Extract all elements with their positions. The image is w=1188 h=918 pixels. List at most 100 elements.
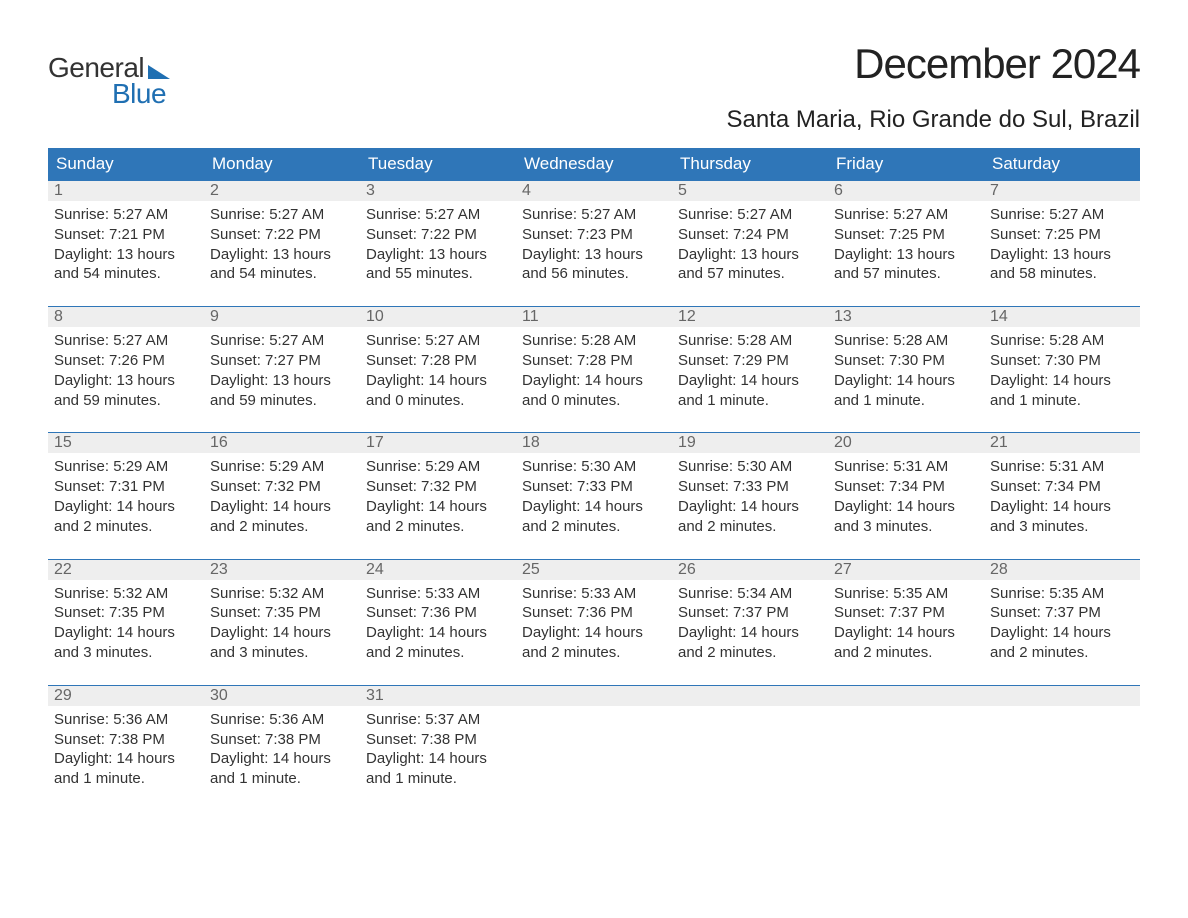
day-number: 10	[360, 307, 516, 327]
day-body: Sunrise: 5:32 AMSunset: 7:35 PMDaylight:…	[204, 580, 360, 667]
calendar: Sunday Monday Tuesday Wednesday Thursday…	[48, 148, 1140, 793]
sunrise-text: Sunrise: 5:33 AM	[366, 584, 510, 604]
day-number: 31	[360, 686, 516, 706]
sunset-text: Sunset: 7:33 PM	[678, 477, 822, 497]
daylight-line2: and 2 minutes.	[522, 643, 666, 663]
day-number: 9	[204, 307, 360, 327]
daylight-line2: and 1 minute.	[54, 769, 198, 789]
daylight-line2: and 2 minutes.	[210, 517, 354, 537]
daylight-line1: Daylight: 14 hours	[366, 623, 510, 643]
sunrise-text: Sunrise: 5:29 AM	[210, 457, 354, 477]
logo-text-blue: Blue	[112, 78, 166, 110]
weekday-header: Saturday	[984, 148, 1140, 180]
weekday-header: Wednesday	[516, 148, 672, 180]
daylight-line1: Daylight: 13 hours	[678, 245, 822, 265]
calendar-day: 27Sunrise: 5:35 AMSunset: 7:37 PMDayligh…	[828, 559, 984, 667]
sunset-text: Sunset: 7:37 PM	[834, 603, 978, 623]
daylight-line1: Daylight: 14 hours	[678, 497, 822, 517]
day-body: Sunrise: 5:30 AMSunset: 7:33 PMDaylight:…	[516, 453, 672, 540]
daylight-line2: and 2 minutes.	[366, 517, 510, 537]
day-body: Sunrise: 5:27 AMSunset: 7:25 PMDaylight:…	[828, 201, 984, 288]
day-number: 30	[204, 686, 360, 706]
sunrise-text: Sunrise: 5:27 AM	[990, 205, 1134, 225]
calendar-day: 26Sunrise: 5:34 AMSunset: 7:37 PMDayligh…	[672, 559, 828, 667]
daylight-line1: Daylight: 14 hours	[678, 623, 822, 643]
day-body: Sunrise: 5:30 AMSunset: 7:33 PMDaylight:…	[672, 453, 828, 540]
day-number: 16	[204, 433, 360, 453]
sunrise-text: Sunrise: 5:30 AM	[678, 457, 822, 477]
daylight-line1: Daylight: 14 hours	[522, 497, 666, 517]
sunrise-text: Sunrise: 5:31 AM	[990, 457, 1134, 477]
calendar-day	[828, 685, 984, 793]
calendar-day: 31Sunrise: 5:37 AMSunset: 7:38 PMDayligh…	[360, 685, 516, 793]
calendar-week: 1Sunrise: 5:27 AMSunset: 7:21 PMDaylight…	[48, 180, 1140, 288]
weekday-header: Sunday	[48, 148, 204, 180]
day-body: Sunrise: 5:31 AMSunset: 7:34 PMDaylight:…	[828, 453, 984, 540]
daylight-line1: Daylight: 14 hours	[678, 371, 822, 391]
calendar-week: 15Sunrise: 5:29 AMSunset: 7:31 PMDayligh…	[48, 432, 1140, 540]
calendar-day: 29Sunrise: 5:36 AMSunset: 7:38 PMDayligh…	[48, 685, 204, 793]
sunset-text: Sunset: 7:24 PM	[678, 225, 822, 245]
sunrise-text: Sunrise: 5:35 AM	[990, 584, 1134, 604]
daylight-line1: Daylight: 14 hours	[834, 623, 978, 643]
weekday-header: Friday	[828, 148, 984, 180]
day-number: 4	[516, 181, 672, 201]
daylight-line2: and 59 minutes.	[54, 391, 198, 411]
day-body: Sunrise: 5:28 AMSunset: 7:30 PMDaylight:…	[984, 327, 1140, 414]
daylight-line1: Daylight: 14 hours	[210, 497, 354, 517]
day-number: 6	[828, 181, 984, 201]
daylight-line1: Daylight: 14 hours	[54, 497, 198, 517]
calendar-day: 13Sunrise: 5:28 AMSunset: 7:30 PMDayligh…	[828, 306, 984, 414]
day-body: Sunrise: 5:32 AMSunset: 7:35 PMDaylight:…	[48, 580, 204, 667]
daylight-line2: and 1 minute.	[834, 391, 978, 411]
day-number: 12	[672, 307, 828, 327]
sunrise-text: Sunrise: 5:27 AM	[678, 205, 822, 225]
day-number	[984, 686, 1140, 706]
daylight-line2: and 3 minutes.	[210, 643, 354, 663]
daylight-line1: Daylight: 13 hours	[834, 245, 978, 265]
daylight-line1: Daylight: 14 hours	[522, 371, 666, 391]
calendar-day	[672, 685, 828, 793]
daylight-line2: and 2 minutes.	[834, 643, 978, 663]
daylight-line2: and 0 minutes.	[522, 391, 666, 411]
daylight-line2: and 2 minutes.	[366, 643, 510, 663]
day-number: 17	[360, 433, 516, 453]
daylight-line1: Daylight: 14 hours	[366, 371, 510, 391]
daylight-line2: and 58 minutes.	[990, 264, 1134, 284]
calendar-day: 3Sunrise: 5:27 AMSunset: 7:22 PMDaylight…	[360, 180, 516, 288]
day-body: Sunrise: 5:33 AMSunset: 7:36 PMDaylight:…	[360, 580, 516, 667]
sunset-text: Sunset: 7:33 PM	[522, 477, 666, 497]
weekday-header: Tuesday	[360, 148, 516, 180]
sunrise-text: Sunrise: 5:27 AM	[366, 331, 510, 351]
sunrise-text: Sunrise: 5:28 AM	[834, 331, 978, 351]
sunset-text: Sunset: 7:32 PM	[210, 477, 354, 497]
sunrise-text: Sunrise: 5:27 AM	[210, 331, 354, 351]
sunset-text: Sunset: 7:34 PM	[990, 477, 1134, 497]
day-body: Sunrise: 5:36 AMSunset: 7:38 PMDaylight:…	[204, 706, 360, 793]
calendar-week: 29Sunrise: 5:36 AMSunset: 7:38 PMDayligh…	[48, 685, 1140, 793]
day-body: Sunrise: 5:31 AMSunset: 7:34 PMDaylight:…	[984, 453, 1140, 540]
calendar-day: 17Sunrise: 5:29 AMSunset: 7:32 PMDayligh…	[360, 432, 516, 540]
sunrise-text: Sunrise: 5:36 AM	[210, 710, 354, 730]
day-body: Sunrise: 5:28 AMSunset: 7:28 PMDaylight:…	[516, 327, 672, 414]
daylight-line1: Daylight: 14 hours	[210, 749, 354, 769]
day-body: Sunrise: 5:35 AMSunset: 7:37 PMDaylight:…	[828, 580, 984, 667]
sunset-text: Sunset: 7:36 PM	[522, 603, 666, 623]
calendar-day: 25Sunrise: 5:33 AMSunset: 7:36 PMDayligh…	[516, 559, 672, 667]
daylight-line1: Daylight: 13 hours	[54, 371, 198, 391]
weekday-header: Monday	[204, 148, 360, 180]
day-number: 26	[672, 560, 828, 580]
daylight-line1: Daylight: 14 hours	[990, 497, 1134, 517]
sunset-text: Sunset: 7:28 PM	[366, 351, 510, 371]
daylight-line1: Daylight: 14 hours	[522, 623, 666, 643]
calendar-day: 14Sunrise: 5:28 AMSunset: 7:30 PMDayligh…	[984, 306, 1140, 414]
daylight-line2: and 2 minutes.	[678, 643, 822, 663]
sunset-text: Sunset: 7:38 PM	[54, 730, 198, 750]
sunset-text: Sunset: 7:21 PM	[54, 225, 198, 245]
daylight-line1: Daylight: 13 hours	[210, 371, 354, 391]
sunrise-text: Sunrise: 5:27 AM	[54, 331, 198, 351]
sunrise-text: Sunrise: 5:28 AM	[522, 331, 666, 351]
calendar-week: 8Sunrise: 5:27 AMSunset: 7:26 PMDaylight…	[48, 306, 1140, 414]
day-body: Sunrise: 5:29 AMSunset: 7:32 PMDaylight:…	[204, 453, 360, 540]
sunset-text: Sunset: 7:29 PM	[678, 351, 822, 371]
